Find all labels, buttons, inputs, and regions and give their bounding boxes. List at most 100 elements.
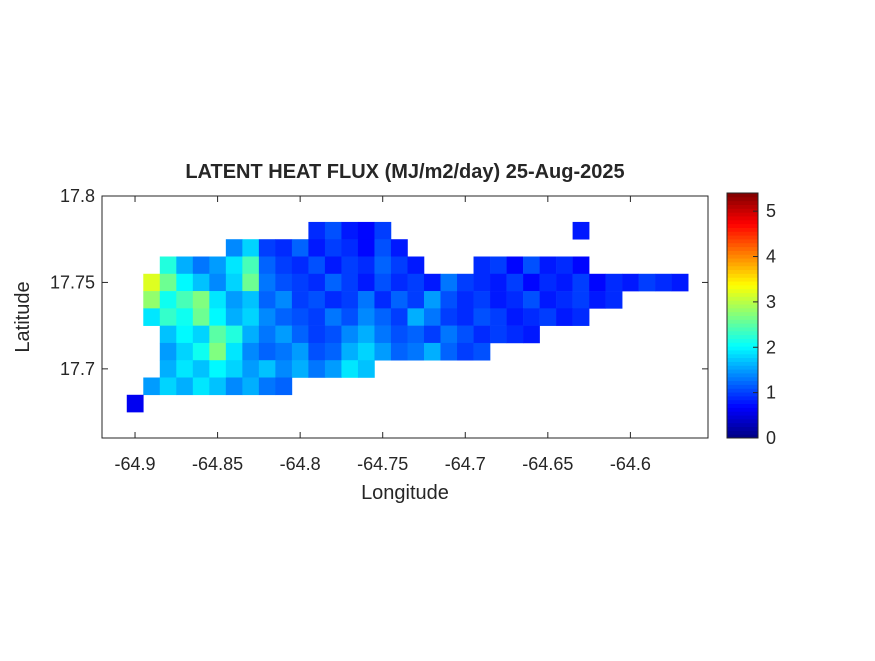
heat-cell	[407, 256, 425, 275]
colorbar-step	[727, 292, 758, 297]
heat-cell	[159, 291, 177, 309]
colorbar-step	[727, 200, 758, 205]
colorbar-step	[727, 422, 758, 428]
heat-cell	[490, 325, 507, 344]
x-tick-label: -64.7	[445, 454, 486, 474]
heat-cell	[143, 377, 161, 396]
heat-cell	[457, 273, 474, 292]
colorbar-step	[727, 235, 758, 240]
heat-cell	[539, 256, 557, 275]
heat-cell	[490, 291, 507, 309]
x-tick-label: -64.85	[192, 454, 243, 474]
colorbar-step	[727, 384, 758, 389]
y-tick-label: 17.8	[60, 186, 95, 206]
heat-cell	[440, 342, 458, 361]
heat-cell	[242, 273, 260, 292]
heat-cell	[324, 221, 342, 240]
heat-cell	[390, 273, 408, 292]
heat-cell	[209, 256, 227, 275]
heat-cell	[490, 308, 507, 326]
heat-cell	[523, 291, 540, 309]
colorbar-step	[727, 346, 758, 351]
heat-cell	[275, 239, 293, 257]
heat-cell	[423, 273, 441, 292]
heat-cell	[638, 273, 656, 292]
heat-cell	[407, 273, 425, 292]
heat-cell	[209, 273, 227, 292]
colorbar-step	[727, 415, 758, 420]
colorbar-step	[727, 315, 758, 320]
heat-cell	[589, 291, 606, 309]
heat-cell	[374, 308, 392, 326]
heat-cell	[341, 325, 359, 344]
heat-cell	[258, 325, 276, 344]
colorbar-step	[727, 196, 758, 202]
colorbar-step	[727, 403, 758, 408]
heat-cell	[506, 273, 524, 292]
heat-cell	[407, 342, 425, 361]
colorbar-step	[727, 261, 758, 267]
y-tick-label: 17.7	[60, 359, 95, 379]
colorbar-step	[727, 273, 758, 278]
heat-cell	[572, 308, 590, 326]
heat-cell	[440, 325, 458, 344]
heat-cell	[622, 273, 639, 292]
colorbar-step	[727, 411, 758, 416]
heat-cell	[440, 273, 458, 292]
heat-cell	[192, 377, 210, 396]
heat-cell	[192, 325, 210, 344]
colorbar-step	[727, 311, 758, 316]
colorbar-step	[727, 361, 758, 366]
colorbar-step	[727, 219, 758, 225]
colorbar-step	[727, 231, 758, 236]
colorbar-step	[727, 395, 758, 401]
heat-cell	[473, 256, 491, 275]
heat-cell	[390, 325, 408, 344]
colorbar-step	[727, 242, 758, 248]
heat-cell	[457, 308, 474, 326]
heat-cell	[341, 360, 359, 378]
heat-cell	[143, 273, 161, 292]
heat-cell	[605, 291, 623, 309]
colorbar-step	[727, 376, 758, 382]
heat-cell	[258, 291, 276, 309]
heat-cell	[556, 256, 573, 275]
heat-cell	[242, 360, 260, 378]
colorbar-step	[727, 319, 758, 324]
heat-cell	[473, 308, 491, 326]
heat-cell	[457, 342, 474, 361]
colorbar-tick-label: 2	[766, 337, 776, 357]
heat-cell	[539, 291, 557, 309]
colorbar-step	[727, 238, 758, 244]
heat-cell	[192, 291, 210, 309]
heat-cell	[374, 291, 392, 309]
colorbar-step	[727, 265, 758, 271]
colorbar-step	[727, 349, 758, 355]
colorbar-step	[727, 281, 758, 286]
heat-cell	[308, 221, 326, 240]
heat-cell	[209, 325, 227, 344]
heat-cell	[126, 394, 144, 413]
heat-cell	[556, 291, 573, 309]
heat-cell	[143, 291, 161, 309]
heat-cell	[242, 308, 260, 326]
y-tick-label: 17.75	[50, 272, 95, 292]
heat-cell	[324, 291, 342, 309]
heat-cell	[275, 291, 293, 309]
colorbar-step	[727, 250, 758, 255]
heat-cell	[374, 342, 392, 361]
heat-cell	[324, 239, 342, 257]
heat-cell	[258, 308, 276, 326]
colorbar-step	[727, 323, 758, 328]
heat-cell	[225, 273, 243, 292]
heat-cell	[407, 291, 425, 309]
colorbar-step	[727, 227, 758, 232]
heat-cell	[209, 291, 227, 309]
x-tick-label: -64.8	[280, 454, 321, 474]
y-axis-label: Latitude	[12, 281, 34, 352]
heat-cell	[192, 360, 210, 378]
heat-cell	[209, 308, 227, 326]
heat-cell	[324, 360, 342, 378]
colorbar-step	[727, 296, 758, 301]
heat-cell	[225, 239, 243, 257]
